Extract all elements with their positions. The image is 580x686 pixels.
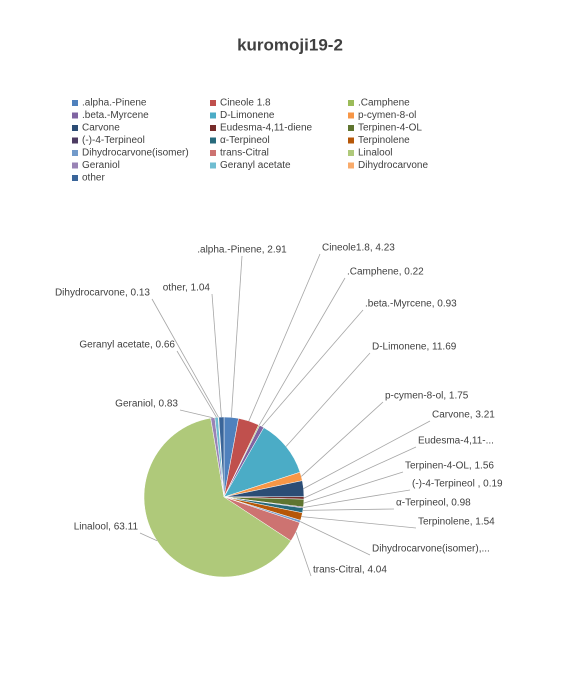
data-label: Cineole1.8, 4.23 xyxy=(322,243,395,254)
legend-label: trans-Citral xyxy=(220,148,269,159)
pie-slice xyxy=(143,417,292,578)
leader-line xyxy=(151,298,219,418)
legend-label: .beta.-Myrcene xyxy=(82,110,149,121)
leader-line xyxy=(303,446,417,499)
legend-label: Terpinolene xyxy=(358,135,410,146)
data-label: .alpha.-Pinene, 2.91 xyxy=(197,245,287,256)
legend-label: Terpinen-4-OL xyxy=(358,123,422,134)
legend-swatch xyxy=(348,137,354,144)
data-label: Dihydrocarvone, 0.13 xyxy=(55,288,150,299)
leader-line xyxy=(230,255,243,418)
legend-label: (-)-4-Terpineol xyxy=(82,135,145,146)
data-label: Terpinolene, 1.54 xyxy=(418,517,495,528)
leader-line xyxy=(258,277,346,426)
legend-swatch xyxy=(348,125,354,131)
legend-swatch xyxy=(210,162,216,169)
data-label: other, 1.04 xyxy=(163,283,211,294)
legend-label: Geranyl acetate xyxy=(220,160,291,171)
legend-label: Carvone xyxy=(82,123,120,134)
legend-swatch xyxy=(210,150,216,156)
leader-line xyxy=(295,531,312,577)
leader-line xyxy=(303,471,404,504)
legend-label: Eudesma-4,11-diene xyxy=(220,123,313,134)
legend-swatch xyxy=(210,100,216,106)
data-label: Dihydrocarvone(isomer),... xyxy=(372,544,490,555)
legend-swatch xyxy=(210,137,216,144)
leader-line xyxy=(248,253,321,422)
legend-label: .Camphene xyxy=(358,98,410,109)
data-label: Eudesma-4,11-... xyxy=(418,436,494,447)
data-label: p-cymen-8-ol, 1.75 xyxy=(385,391,469,402)
legend-swatch xyxy=(72,125,78,131)
legend-label: Linalool xyxy=(358,148,392,159)
legend-label: D-Limonene xyxy=(220,110,275,121)
leader-line xyxy=(299,521,371,556)
legend-swatch xyxy=(348,162,354,169)
data-label: .beta.-Myrcene, 0.93 xyxy=(365,299,457,310)
leader-line xyxy=(179,409,213,419)
leader-line xyxy=(301,401,384,477)
data-label: Geraniol, 0.83 xyxy=(115,399,178,410)
pie-slice xyxy=(218,416,225,498)
legend-swatch xyxy=(72,175,78,181)
data-label: trans-Citral, 4.04 xyxy=(313,565,387,576)
leader-line xyxy=(301,516,417,529)
legend-swatch xyxy=(210,112,216,119)
legend-label: α-Terpineol xyxy=(220,135,270,146)
leader-line xyxy=(139,532,158,542)
leader-line xyxy=(176,350,217,418)
data-label: (-)-4-Terpineol , 0.19 xyxy=(412,479,503,490)
legend-swatch xyxy=(72,112,78,119)
data-label: Terpinen-4-OL, 1.56 xyxy=(405,461,494,472)
data-label: α-Terpineol, 0.98 xyxy=(396,498,471,509)
leader-line xyxy=(303,420,431,489)
legend-swatch xyxy=(72,150,78,156)
data-label: D-Limonene, 11.69 xyxy=(372,342,457,353)
legend-label: Cineole 1.8 xyxy=(220,98,271,109)
legend-swatch xyxy=(72,100,78,106)
leader-line xyxy=(302,508,395,511)
legend-label: Dihydrocarvone xyxy=(358,160,428,171)
data-label: Carvone, 3.21 xyxy=(432,410,495,421)
leader-line xyxy=(303,489,411,508)
legend-swatch xyxy=(348,112,354,119)
leader-line xyxy=(211,293,222,418)
legend-label: Geraniol xyxy=(82,160,120,171)
data-label: .Camphene, 0.22 xyxy=(347,267,424,278)
legend-swatch xyxy=(72,162,78,169)
legend-swatch xyxy=(210,125,216,131)
legend-label: .alpha.-Pinene xyxy=(82,98,147,109)
data-label: Linalool, 63.11 xyxy=(74,522,139,533)
legend-label: p-cymen-8-ol xyxy=(358,110,416,121)
legend-swatch xyxy=(348,150,354,156)
legend-label: other xyxy=(82,173,105,184)
legend-swatch xyxy=(348,100,354,106)
legend-label: Dihydrocarvone(isomer) xyxy=(82,148,189,159)
legend-swatch xyxy=(72,137,78,144)
chart-title: kuromoji19-2 xyxy=(237,35,343,54)
leader-line xyxy=(261,309,364,427)
data-label: Geranyl acetate, 0.66 xyxy=(79,340,175,351)
leader-line xyxy=(285,352,371,447)
